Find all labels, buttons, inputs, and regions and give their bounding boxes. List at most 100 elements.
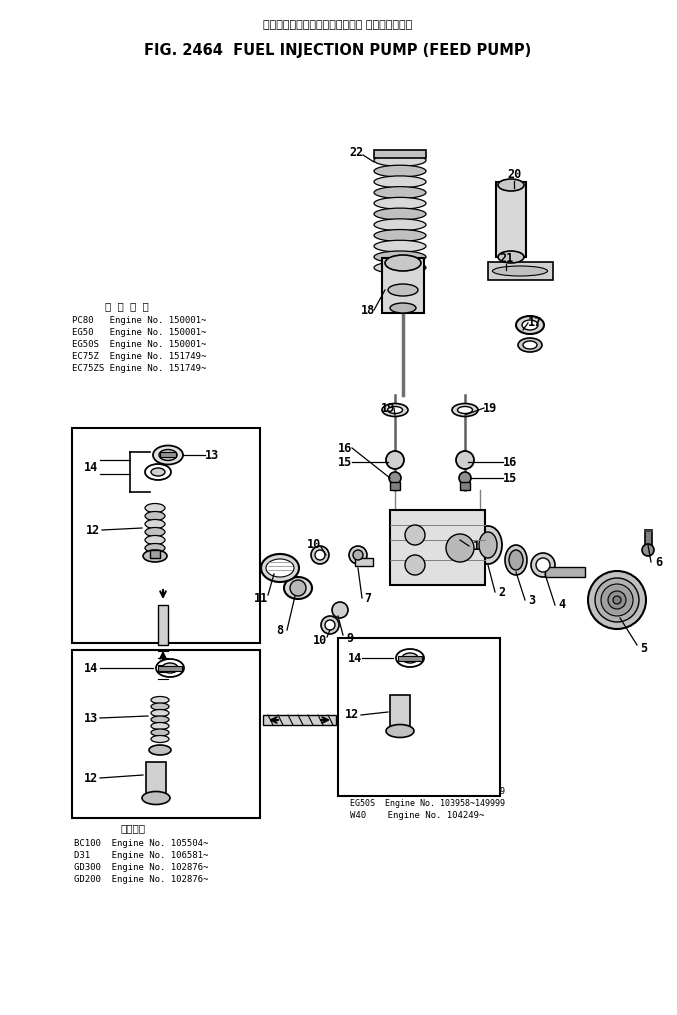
Circle shape	[459, 472, 471, 484]
Ellipse shape	[505, 545, 527, 576]
Circle shape	[311, 546, 329, 564]
Ellipse shape	[143, 550, 167, 562]
Ellipse shape	[608, 591, 626, 609]
Ellipse shape	[374, 197, 426, 209]
Text: 14: 14	[84, 461, 98, 474]
Ellipse shape	[156, 659, 184, 677]
Ellipse shape	[266, 559, 294, 577]
Ellipse shape	[588, 571, 646, 629]
Circle shape	[405, 525, 425, 545]
Text: 5: 5	[640, 641, 648, 655]
Circle shape	[321, 616, 339, 634]
Text: 15: 15	[503, 472, 517, 484]
Text: 19: 19	[381, 402, 395, 414]
Text: 21: 21	[499, 252, 513, 265]
Text: EG50   Engine No. 150001~: EG50 Engine No. 150001~	[72, 328, 206, 337]
Ellipse shape	[374, 154, 426, 166]
Text: 適 用 号 機: 適 用 号 機	[350, 760, 394, 770]
Ellipse shape	[151, 709, 169, 717]
Text: 11: 11	[254, 592, 268, 605]
Circle shape	[446, 534, 474, 562]
Circle shape	[353, 550, 363, 560]
Text: 10: 10	[307, 539, 321, 551]
Text: 16: 16	[503, 456, 517, 469]
Bar	[146, 762, 166, 794]
Circle shape	[405, 555, 425, 576]
Text: 1: 1	[473, 540, 479, 552]
Text: FIG. 2464  FUEL INJECTION PUMP (FEED PUMP): FIG. 2464 FUEL INJECTION PUMP (FEED PUMP…	[144, 43, 531, 58]
Text: 6: 6	[655, 555, 663, 568]
Ellipse shape	[474, 526, 502, 564]
Text: 2: 2	[498, 586, 506, 599]
Text: 14: 14	[84, 662, 98, 675]
Ellipse shape	[374, 219, 426, 230]
Text: EG50   Engine No. 103958~149999: EG50 Engine No. 103958~149999	[350, 787, 505, 796]
Text: 4: 4	[559, 599, 565, 611]
Ellipse shape	[385, 255, 421, 271]
Text: GD300  Engine No. 102876~: GD300 Engine No. 102876~	[74, 863, 209, 872]
Bar	[263, 715, 336, 725]
Circle shape	[349, 546, 367, 564]
Ellipse shape	[522, 320, 538, 330]
Circle shape	[315, 550, 325, 560]
Ellipse shape	[492, 266, 548, 276]
Text: 9: 9	[347, 631, 353, 645]
Ellipse shape	[388, 284, 418, 296]
Bar	[72, 650, 260, 818]
Ellipse shape	[374, 187, 426, 199]
Ellipse shape	[151, 723, 169, 730]
Bar	[460, 482, 470, 490]
Text: 22: 22	[349, 145, 363, 158]
Text: 適 用 号 機: 適 用 号 機	[105, 301, 149, 311]
Text: 16: 16	[338, 442, 352, 455]
Circle shape	[290, 580, 306, 596]
Ellipse shape	[396, 649, 424, 667]
Text: EC75Z  Engine No. 151749~: EC75Z Engine No. 151749~	[72, 351, 206, 360]
Ellipse shape	[374, 165, 426, 177]
Bar	[158, 666, 182, 671]
Ellipse shape	[390, 303, 416, 313]
Text: 18: 18	[361, 303, 375, 317]
Circle shape	[642, 544, 654, 556]
Text: 7: 7	[364, 592, 372, 605]
Ellipse shape	[382, 404, 408, 416]
Ellipse shape	[387, 406, 403, 413]
Text: 19: 19	[483, 402, 497, 414]
Ellipse shape	[536, 558, 550, 572]
Text: W40    Engine No. 104249~: W40 Engine No. 104249~	[350, 811, 484, 819]
Text: 10: 10	[313, 633, 327, 647]
Text: EG50S  Engine No. 150001~: EG50S Engine No. 150001~	[72, 339, 206, 348]
Bar	[398, 656, 422, 661]
Circle shape	[456, 451, 474, 469]
Ellipse shape	[145, 528, 165, 537]
Ellipse shape	[386, 725, 414, 738]
Text: 12: 12	[86, 524, 100, 537]
Ellipse shape	[142, 792, 170, 805]
Text: 8: 8	[276, 623, 284, 636]
Ellipse shape	[374, 262, 426, 273]
Text: 15: 15	[338, 456, 352, 469]
Bar	[545, 567, 585, 577]
Text: 12: 12	[84, 771, 98, 785]
Text: 17: 17	[528, 316, 542, 329]
Ellipse shape	[151, 696, 169, 703]
Ellipse shape	[151, 716, 169, 723]
Ellipse shape	[516, 316, 544, 334]
Bar	[390, 482, 400, 490]
Ellipse shape	[284, 577, 312, 599]
Bar	[645, 530, 652, 550]
Circle shape	[332, 602, 348, 618]
Bar	[158, 605, 168, 645]
Ellipse shape	[498, 251, 524, 263]
Ellipse shape	[613, 596, 621, 604]
Ellipse shape	[518, 338, 542, 352]
Ellipse shape	[145, 520, 165, 529]
Ellipse shape	[145, 543, 165, 552]
Ellipse shape	[151, 703, 169, 710]
Ellipse shape	[151, 729, 169, 736]
Ellipse shape	[523, 341, 537, 349]
Text: 510    Engine No. 100006~: 510 Engine No. 100006~	[350, 774, 484, 784]
Bar	[374, 150, 426, 158]
Ellipse shape	[153, 446, 183, 465]
Bar	[150, 550, 160, 558]
